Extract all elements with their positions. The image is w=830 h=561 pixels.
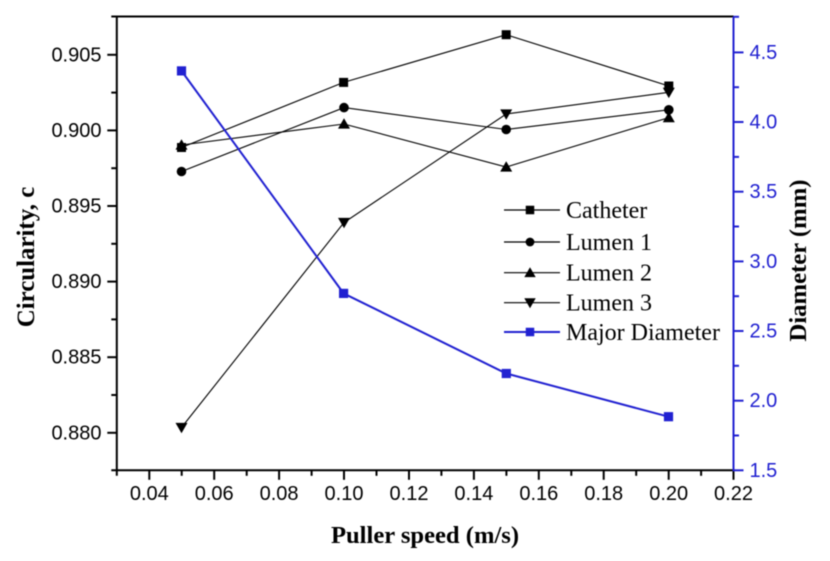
svg-text:Catheter: Catheter <box>566 198 647 224</box>
svg-text:Circularity, c: Circularity, c <box>13 187 40 328</box>
svg-text:0.895: 0.895 <box>51 196 101 218</box>
svg-text:0.900: 0.900 <box>51 120 101 142</box>
svg-text:4.5: 4.5 <box>750 42 778 64</box>
svg-text:Lumen 2: Lumen 2 <box>566 261 652 287</box>
svg-text:Major Diameter: Major Diameter <box>566 320 720 346</box>
svg-text:0.18: 0.18 <box>584 483 623 505</box>
svg-text:0.08: 0.08 <box>260 483 299 505</box>
svg-text:0.20: 0.20 <box>649 483 688 505</box>
svg-text:0.06: 0.06 <box>195 483 234 505</box>
svg-text:0.890: 0.890 <box>51 271 101 293</box>
svg-text:0.905: 0.905 <box>51 44 101 66</box>
svg-text:3.0: 3.0 <box>750 251 778 273</box>
svg-text:Diameter (mm): Diameter (mm) <box>785 180 812 342</box>
svg-text:0.885: 0.885 <box>51 347 101 369</box>
svg-text:0.14: 0.14 <box>454 483 493 505</box>
svg-text:0.22: 0.22 <box>714 483 753 505</box>
svg-text:2.0: 2.0 <box>750 390 778 412</box>
svg-text:0.04: 0.04 <box>130 483 169 505</box>
svg-text:0.880: 0.880 <box>51 422 101 444</box>
svg-text:3.5: 3.5 <box>750 181 778 203</box>
svg-text:4.0: 4.0 <box>750 112 778 134</box>
svg-text:1.5: 1.5 <box>750 460 778 482</box>
svg-text:Lumen 3: Lumen 3 <box>566 291 652 317</box>
svg-text:0.16: 0.16 <box>519 483 558 505</box>
svg-text:Lumen 1: Lumen 1 <box>566 230 652 256</box>
svg-text:0.10: 0.10 <box>325 483 364 505</box>
svg-text:Puller speed (m/s): Puller speed (m/s) <box>331 522 519 549</box>
svg-text:0.12: 0.12 <box>390 483 429 505</box>
svg-text:2.5: 2.5 <box>750 321 778 343</box>
